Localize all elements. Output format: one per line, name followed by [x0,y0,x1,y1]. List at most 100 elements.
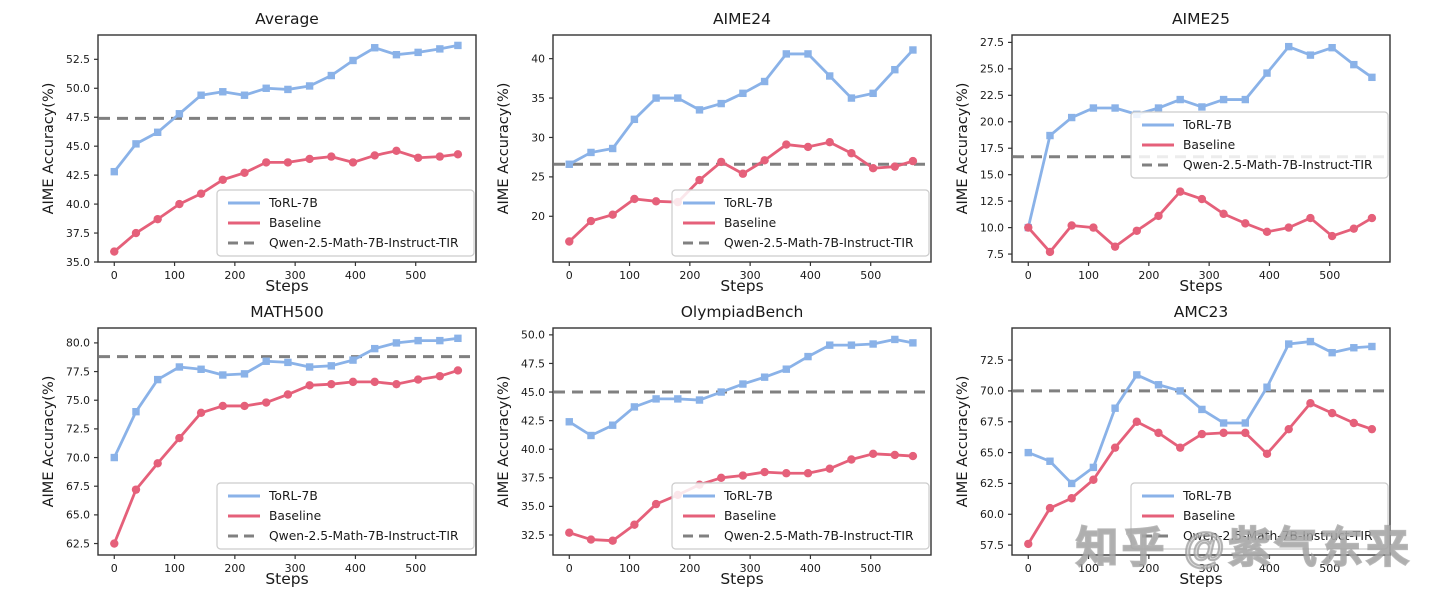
marker-circle [825,464,834,473]
y-tick-label: 35 [531,92,545,105]
marker-square [1133,371,1141,379]
marker-circle [413,153,423,162]
marker-circle [868,164,878,173]
marker-square [1350,60,1358,69]
marker-circle [348,158,358,167]
marker-square [1219,95,1228,104]
marker-square [219,371,227,379]
marker-circle [738,471,748,480]
marker-square [608,421,617,429]
marker-circle [803,142,813,152]
marker-square [674,395,682,403]
marker-circle [1306,213,1315,223]
marker-square [414,336,422,345]
marker-square [674,94,682,102]
x-tick-label: 0 [566,562,573,575]
x-tick-label: 100 [1078,562,1099,575]
marker-square [153,128,162,136]
x-tick-label: 100 [619,269,640,282]
marker-square [1089,104,1098,112]
marker-square [305,82,314,90]
x-tick-label: 400 [345,562,366,575]
marker-square [1285,340,1293,348]
marker-circle [1349,418,1359,428]
marker-square [1263,69,1271,77]
x-tick-label: 0 [566,269,573,282]
y-tick-label: 32.5 [521,529,545,542]
marker-square [175,363,184,371]
marker-square [869,89,877,98]
legend-label: Qwen-2.5-Math-7B-Instruct-TIR [269,529,459,543]
marker-circle [908,156,918,166]
marker-square [197,91,205,99]
y-tick-label: 75.0 [66,394,90,407]
marker-square [739,89,747,98]
y-tick-label: 7.5 [987,248,1004,261]
marker-square [1328,348,1336,357]
marker-circle [695,175,704,185]
x-tick-label: 300 [740,269,761,282]
y-tick-label: 77.5 [66,365,90,378]
plot-frame [97,34,477,263]
marker-square [891,65,899,74]
x-tick-label: 300 [1199,269,1220,282]
marker-circle [825,137,834,147]
marker-circle [1067,494,1076,503]
y-tick-label: 20 [531,210,545,223]
chart-svg: MATH500 Steps AIME Accuracy(%) 0 100 200 300 40… [41,303,477,588]
y-axis-label: AIME Accuracy(%) [955,83,971,215]
marker-circle [890,162,900,171]
marker-circle [131,485,141,494]
y-tick-label: 35.0 [521,500,545,513]
x-tick-label: 200 [679,562,700,575]
marker-circle [110,247,119,256]
marker-circle [131,228,141,238]
y-tick-label: 60.0 [980,508,1004,521]
x-axis-label: Steps [720,570,763,588]
x-tick-label: 300 [285,562,306,575]
marker-square [262,84,270,92]
marker-circle [218,175,227,184]
marker-circle [305,154,314,164]
marker-circle [1262,449,1272,459]
y-axis-label: AIME Accuracy(%) [496,83,512,215]
x-tick-label: 300 [285,269,306,282]
marker-square [869,340,877,348]
marker-square [1089,463,1098,472]
marker-circle [1219,209,1228,219]
marker-square [436,336,444,345]
marker-square [587,148,595,157]
legend-label: ToRL-7B [723,489,773,503]
marker-square [760,373,769,381]
marker-circle [608,210,617,219]
chart-svg: AMC23 Steps AIME Accuracy(%) 0 100 200 300 400 5… [955,303,1391,588]
legend-label: ToRL-7B [723,196,773,210]
marker-circle [1284,223,1293,232]
marker-circle [630,520,639,529]
marker-circle [370,377,379,387]
marker-circle [782,140,791,149]
marker-square [782,365,791,373]
marker-circle [565,237,574,246]
plot-frame [552,327,932,556]
marker-square [284,358,292,367]
marker-square [1241,95,1250,104]
marker-circle [717,157,726,167]
marker-circle [1241,428,1250,438]
y-tick-label: 30 [531,131,545,144]
marker-square [652,395,660,403]
marker-square [565,418,573,426]
subplot-amc23: AMC23 Steps AIME Accuracy(%) 0 100 200 300 400 5… [950,293,1405,593]
marker-circle [240,401,249,411]
marker-circle [1045,247,1055,257]
marker-square [349,56,357,65]
y-tick-label: 70.0 [66,451,90,464]
marker-circle [565,528,574,537]
x-tick-label: 100 [619,562,640,575]
legend-label: Baseline [724,509,776,523]
marker-circle [153,459,162,468]
marker-circle [586,535,596,544]
legend-label: Qwen-2.5-Math-7B-Instruct-TIR [1183,529,1373,543]
marker-square [1067,479,1076,488]
